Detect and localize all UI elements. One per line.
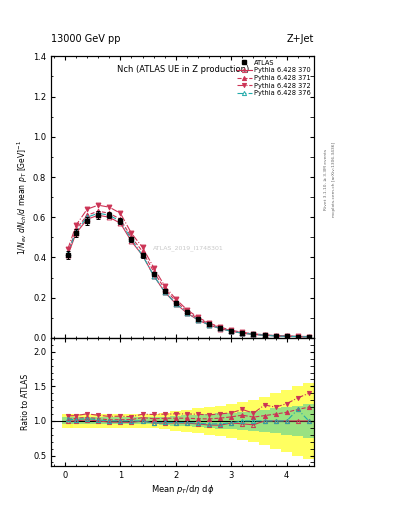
Y-axis label: $1/N_{ev}$ $dN_{ch}/d$ mean $p_T$ [GeV]$^{-1}$: $1/N_{ev}$ $dN_{ch}/d$ mean $p_T$ [GeV]$… — [16, 139, 30, 255]
Text: Nch (ATLAS UE in Z production): Nch (ATLAS UE in Z production) — [117, 65, 249, 74]
Y-axis label: Ratio to ATLAS: Ratio to ATLAS — [21, 374, 30, 430]
Text: 13000 GeV pp: 13000 GeV pp — [51, 33, 121, 44]
Text: Z+Jet: Z+Jet — [287, 33, 314, 44]
Text: ATLAS_2019_I1748301: ATLAS_2019_I1748301 — [152, 245, 223, 251]
X-axis label: Mean $p_T$/d$\eta$ d$\phi$: Mean $p_T$/d$\eta$ d$\phi$ — [151, 482, 215, 496]
Text: Rivet 3.1.10, ≥ 3.3M events: Rivet 3.1.10, ≥ 3.3M events — [324, 148, 328, 210]
Legend: ATLAS, Pythia 6.428 370, Pythia 6.428 371, Pythia 6.428 372, Pythia 6.428 376: ATLAS, Pythia 6.428 370, Pythia 6.428 37… — [236, 58, 312, 98]
Text: mcplots.cern.ch [arXiv:1306.3436]: mcplots.cern.ch [arXiv:1306.3436] — [332, 142, 336, 217]
